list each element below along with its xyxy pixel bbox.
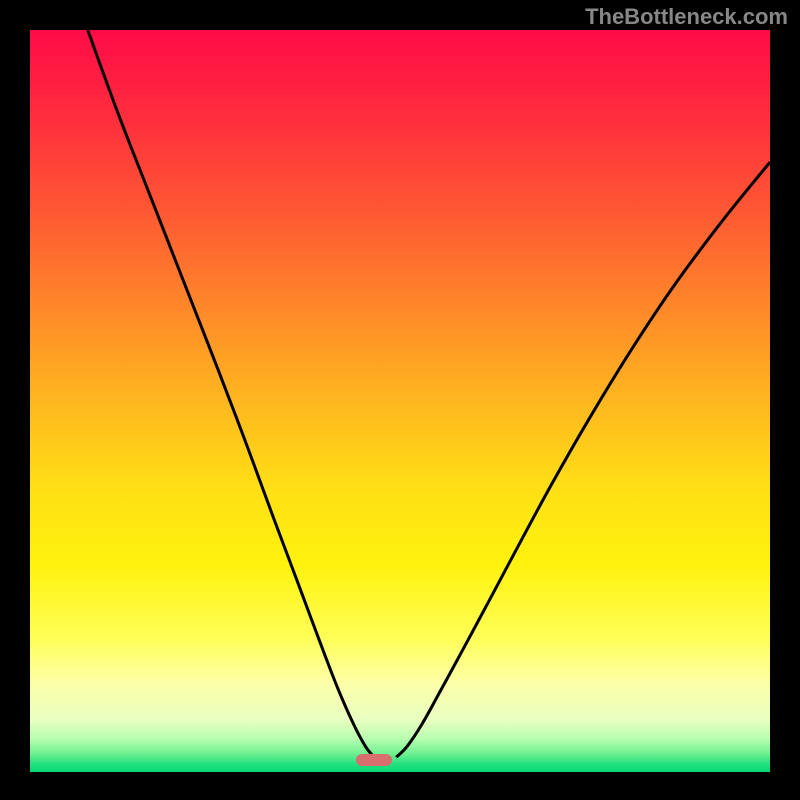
watermark-text: TheBottleneck.com — [585, 4, 788, 30]
chart-container: TheBottleneck.com — [0, 0, 800, 800]
optimal-indicator — [356, 754, 392, 766]
plot-area — [30, 30, 770, 772]
curve-right-branch — [396, 162, 770, 757]
bottleneck-curve — [30, 30, 770, 772]
curve-left-branch — [88, 30, 374, 757]
